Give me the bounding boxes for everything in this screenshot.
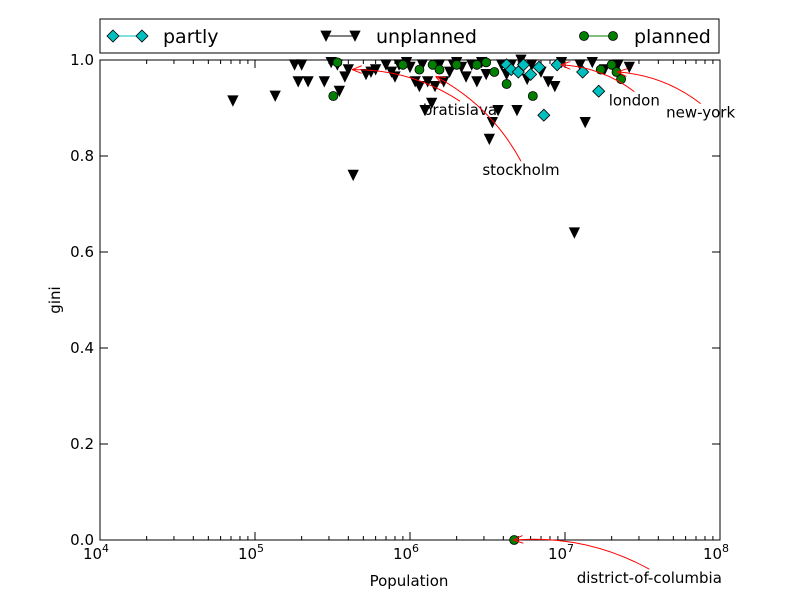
y-tick-label: 0.4 [70,339,94,357]
series-layer [227,54,635,545]
point-unplanned [288,59,301,71]
point-unplanned [269,90,281,102]
annotation-label: stockholm [482,161,559,179]
point-unplanned [471,76,483,88]
legend-marker [579,31,589,41]
legend-label: unplanned [376,26,477,48]
x-tick-label: 106 [393,542,419,563]
point-unplanned [292,76,304,88]
point-unplanned [549,81,561,93]
point-unplanned [318,76,330,88]
legend-label: partly [163,26,219,48]
point-unplanned [486,117,499,129]
point-unplanned [426,97,438,110]
x-axis: 104 105 106 107 108 [83,60,729,563]
legend-marker [135,29,149,43]
annotation-label: district-of-columbia [577,569,722,587]
point-unplanned [480,69,492,81]
point-unplanned [347,169,359,182]
point-planned [434,64,445,75]
y-axis: 0.0 0.2 0.4 0.6 0.8 1.0 [70,51,720,549]
point-partly [532,60,546,74]
y-tick-label: 0.8 [70,147,94,165]
annotation-arrow [353,70,461,102]
annotation-arrow [562,65,635,92]
point-partly [516,58,531,72]
point-unplanned [483,133,495,146]
annotation-arrow [514,539,650,570]
legend-item-planned: planned [579,26,711,48]
x-tick-label: 105 [238,542,264,563]
point-unplanned [380,59,392,71]
point-planned [501,79,512,89]
point-unplanned [333,85,345,98]
point-unplanned [369,64,382,76]
x-axis-label: Population [370,572,449,590]
point-unplanned [302,76,314,88]
series-partly [500,58,606,122]
x-tick-label: 107 [548,542,574,563]
point-unplanned [574,59,586,71]
point-planned [481,57,492,68]
point-planned [606,59,617,70]
point-planned [427,59,438,70]
point-unplanned [227,95,239,107]
point-unplanned [623,61,635,74]
legend-item-partly: partly [106,26,219,48]
legend: partly unplanned planned [99,18,720,54]
point-planned [328,91,339,101]
plot-frame [99,59,721,541]
x-tick-label: 108 [703,542,729,563]
annotation-arrow [618,72,701,104]
legend-marker [608,31,618,41]
plot-area [99,59,721,541]
annotation-label: london [609,92,660,110]
point-planned [398,59,408,70]
point-unplanned [342,64,354,76]
x-tick-label: 104 [83,542,109,563]
point-unplanned [443,66,456,78]
point-partly [537,108,551,122]
point-unplanned [579,117,591,129]
annotation-label: new-york [666,104,735,122]
legend-marker [106,29,120,43]
y-tick-label: 1.0 [70,51,94,69]
point-partly [576,65,590,79]
annotation-arrow [436,77,522,162]
point-unplanned [586,57,598,69]
y-tick-label: 0.0 [70,531,94,549]
point-partly [524,67,538,81]
legend-label: planned [634,26,711,48]
point-unplanned [419,105,431,117]
legend-marker [349,30,361,42]
y-axis-label: gini [46,286,64,313]
point-unplanned [568,227,581,239]
point-planned [451,59,462,70]
point-unplanned [492,105,504,117]
annotation-label: bratislava [423,101,497,119]
point-planned [414,64,425,75]
point-unplanned [413,81,426,93]
y-tick-label: 0.2 [70,435,94,453]
point-planned [471,59,482,70]
legend-item-unplanned: unplanned [320,26,477,48]
point-unplanned [339,71,351,83]
point-planned [527,91,538,101]
point-unplanned [511,105,523,117]
point-unplanned [460,71,472,83]
y-tick-label: 0.6 [70,243,94,261]
point-planned [332,57,343,68]
point-partly [592,84,606,98]
point-planned [489,67,500,77]
point-unplanned [296,59,308,71]
legend-marker [320,30,332,42]
annotation-layer: bratislava stockholm london new-york distric… [353,65,735,587]
